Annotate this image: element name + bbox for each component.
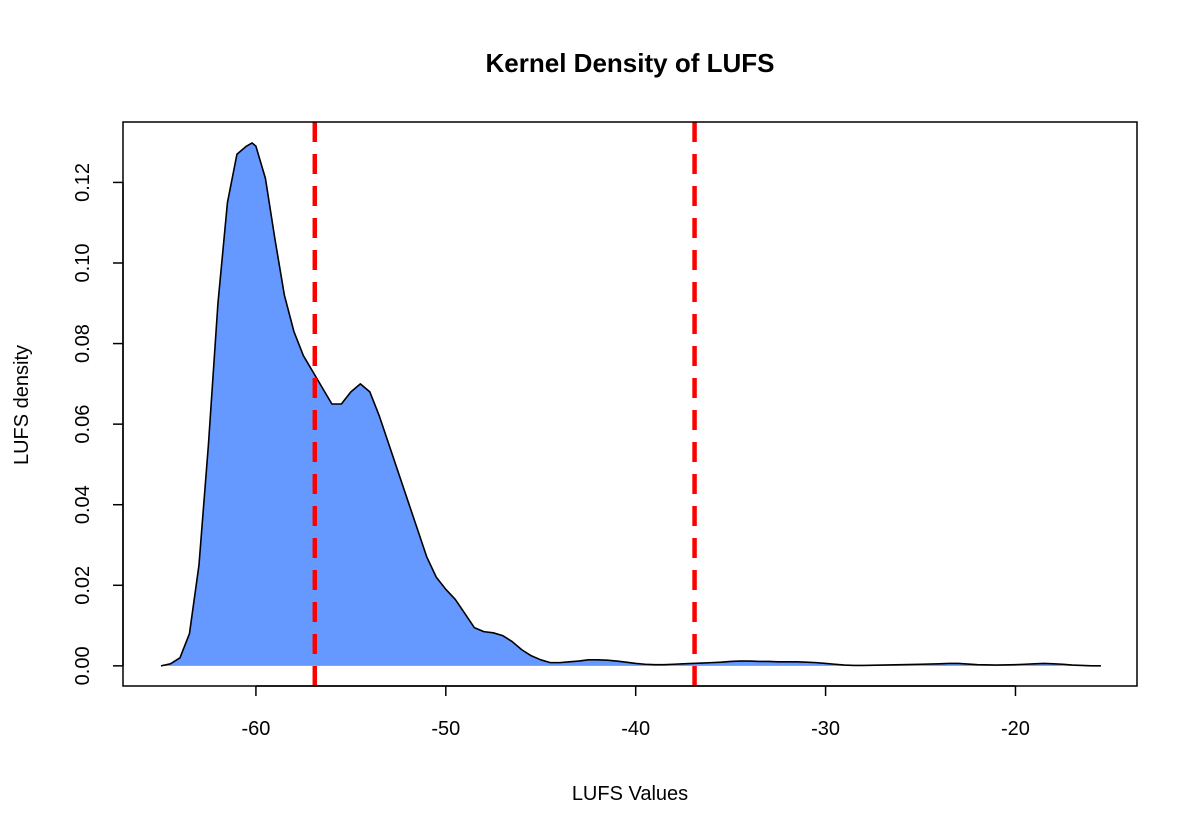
y-tick-label: 0.06 — [72, 405, 94, 444]
x-tick-label: -30 — [811, 718, 840, 740]
chart-title: Kernel Density of LUFS — [486, 48, 775, 78]
y-tick-label: 0.00 — [72, 646, 94, 685]
y-axis-label: LUFS density — [11, 345, 33, 465]
x-tick-label: -20 — [1001, 718, 1030, 740]
y-tick-label: 0.02 — [72, 566, 94, 605]
y-tick-label: 0.08 — [72, 324, 94, 363]
density-fill — [160, 142, 1101, 666]
x-axis-label: LUFS Values — [572, 783, 688, 805]
x-tick-label: -40 — [621, 718, 650, 740]
y-tick-label: 0.04 — [72, 485, 94, 524]
y-tick-label: 0.12 — [72, 163, 94, 202]
x-tick-label: -50 — [431, 718, 460, 740]
x-tick-label: -60 — [241, 718, 270, 740]
y-tick-label: 0.10 — [72, 244, 94, 283]
density-line — [160, 142, 1101, 667]
axes: -60 -50 -40 -30 -20 0.00 0.02 0.04 0.06 0.08 0.10 0… — [72, 121, 1138, 740]
plot-area — [160, 122, 1101, 686]
